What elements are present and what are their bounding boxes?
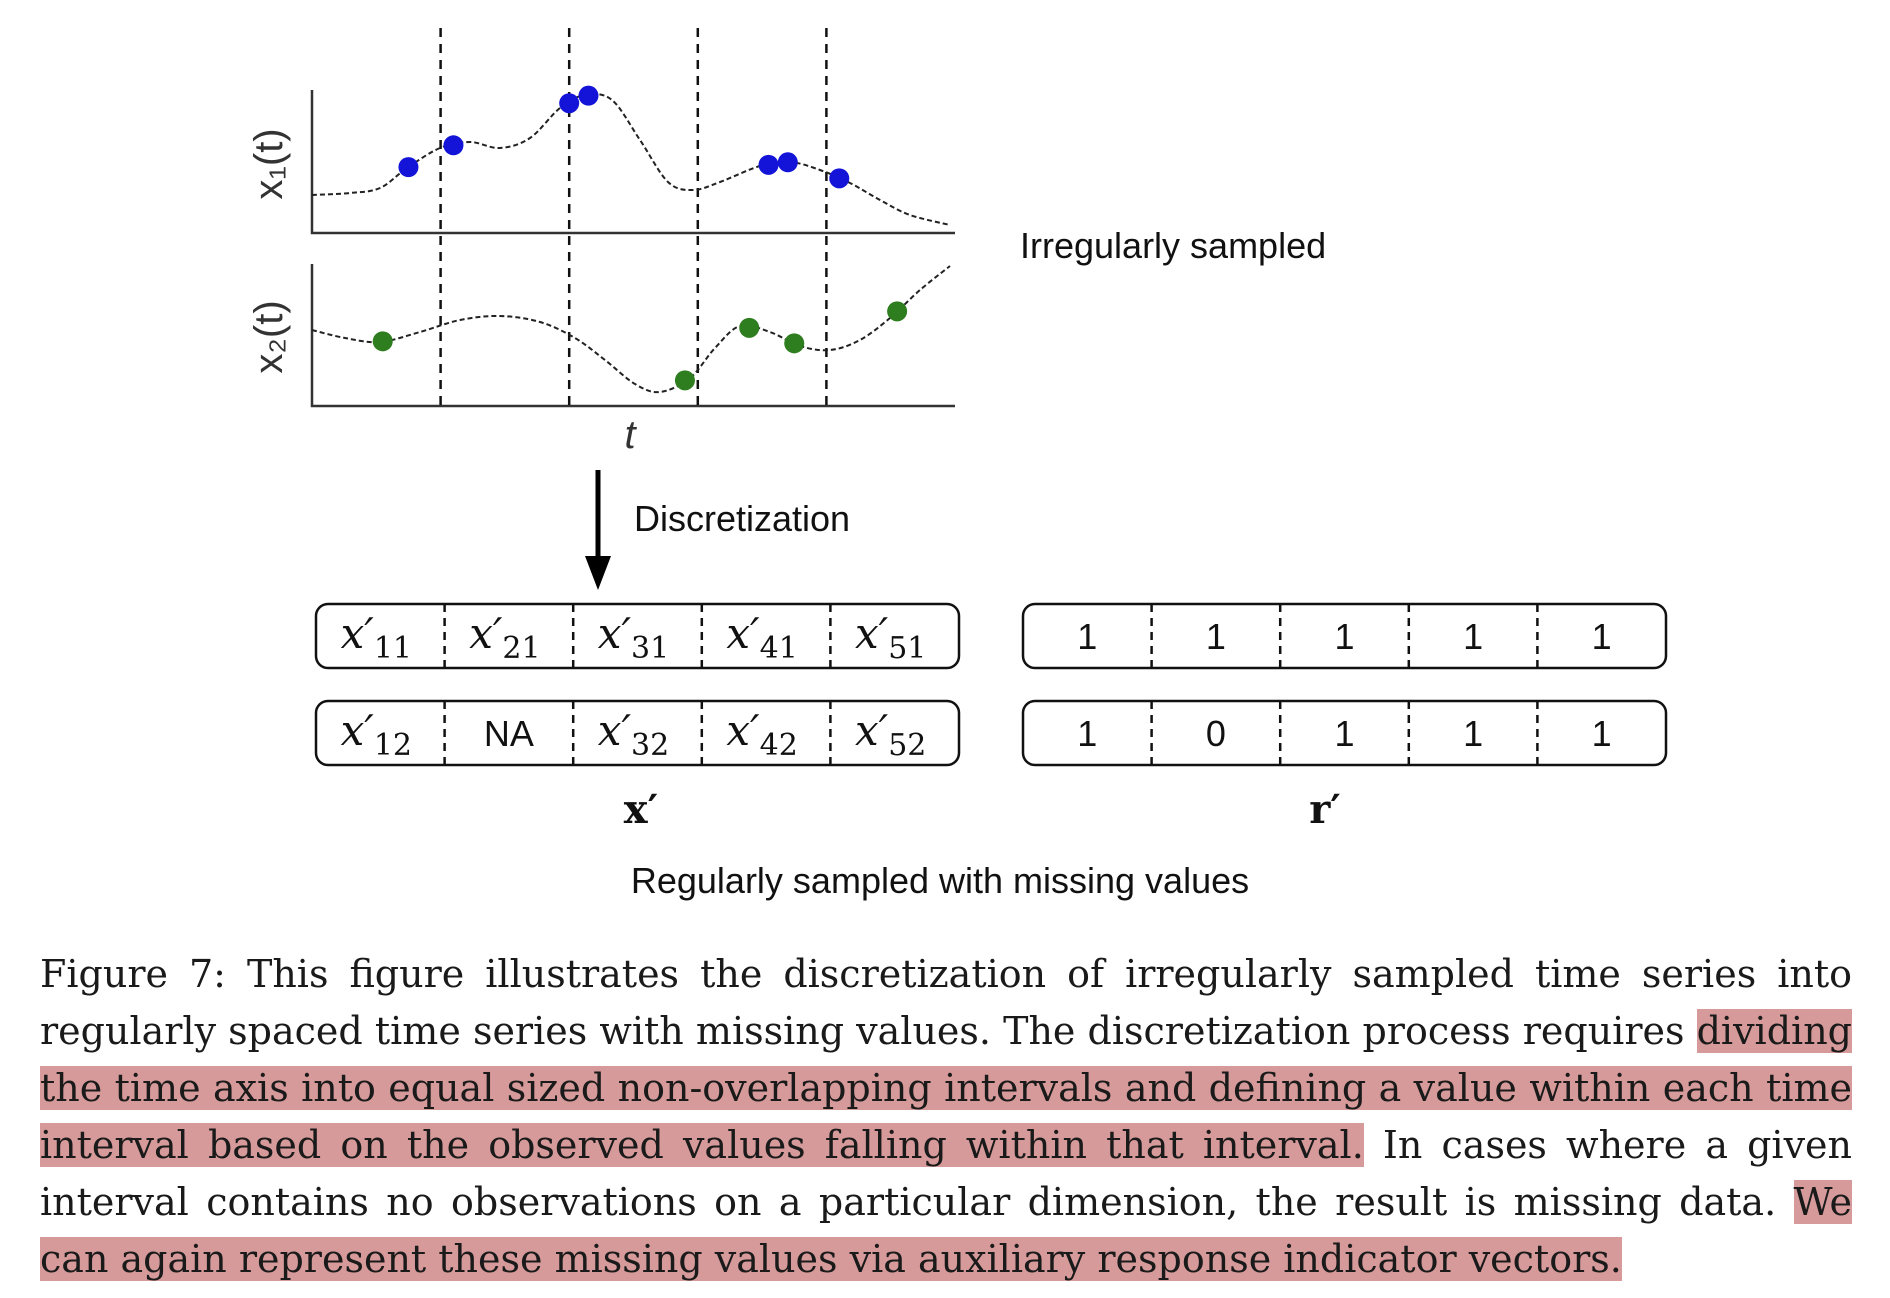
x-matrix-cell: x′52 [855, 706, 926, 763]
caption-text-1: Figure 7: This figure illustrates the di… [40, 952, 1852, 1053]
x1-observation-point [777, 152, 798, 173]
r-matrix-cell: 0 [1206, 713, 1226, 754]
r-matrix-cell: 1 [1334, 713, 1354, 754]
x-matrix-cell: x′32 [598, 706, 669, 763]
x1-observation-point [559, 93, 580, 114]
x1-observation-point [758, 154, 779, 175]
x1-observations [398, 85, 850, 189]
r-matrix-cell: 1 [1592, 616, 1612, 657]
x-matrix-cell: x′11 [341, 609, 412, 666]
r-row1-cells: 1 1 1 1 1 [1077, 616, 1611, 657]
r-matrix-cell: 1 [1334, 616, 1354, 657]
figure-caption: Figure 7: This figure illustrates the di… [40, 946, 1852, 1288]
x2-observation-point [784, 333, 805, 354]
r-row2-cells: 1 0 1 1 1 [1077, 713, 1611, 754]
r-row2-box [1021, 699, 1668, 767]
x-row1-cells: x′11 x′21 x′31 x′41 x′51 [341, 609, 927, 666]
x-matrix-cell: x′12 [341, 706, 412, 763]
x2-observation-point [887, 301, 908, 322]
r-matrix-cell: 1 [1206, 616, 1226, 657]
irregular-annotation: Irregularly sampled [1020, 225, 1326, 266]
irregular-panel: x₁(t) x₂(t) t Irregularly sampled [247, 28, 1326, 457]
x-row2-box [314, 699, 961, 767]
x-matrix-cell: x′21 [469, 609, 540, 666]
x2-axis-label: x₂(t) [247, 300, 291, 373]
r-row1-box [1021, 602, 1668, 670]
x-row2-cells: x′12 NA x′32 x′42 x′52 [341, 706, 927, 763]
r-matrix-cell: 1 [1077, 713, 1097, 754]
x-matrix-label: x′ [624, 786, 658, 833]
x-matrix-dividers [443, 604, 832, 765]
x-matrix-cell: x′41 [726, 609, 797, 666]
x-row1-box [314, 602, 961, 670]
discretization-arrow: Discretization [585, 470, 850, 590]
r-matrix-cell: 1 [1463, 713, 1483, 754]
x2-observation-point [739, 317, 760, 338]
r-matrix: 1 1 1 1 1 1 0 1 1 1 r′ [1021, 602, 1668, 833]
x2-observation-point [372, 331, 393, 352]
x2-observations [372, 301, 908, 391]
x-matrix: x′11 x′21 x′31 x′41 x′51 x′12 NA x′32 x′42 x′52 … [314, 602, 961, 833]
x2-curve [311, 265, 951, 394]
discretization-label: Discretization [634, 498, 850, 539]
x1-observation-point [829, 168, 850, 189]
x1-axis [310, 90, 955, 235]
x-matrix-cell: x′31 [598, 609, 669, 666]
t-axis-label: t [624, 413, 637, 457]
x1-observation-point [443, 135, 464, 156]
r-matrix-cell: 1 [1077, 616, 1097, 657]
caption-text-2: In cases where a given interval contains… [40, 1123, 1853, 1224]
x1-axis-label: x₁(t) [247, 128, 291, 199]
r-matrix-cell: 1 [1463, 616, 1483, 657]
x-matrix-cell: x′51 [855, 609, 926, 666]
r-matrix-label: r′ [1309, 786, 1341, 833]
x1-observation-point [398, 157, 419, 178]
x-matrix-cell: x′42 [726, 706, 797, 763]
x1-observation-point [578, 85, 599, 106]
x2-axis [310, 264, 955, 408]
interval-dividers [439, 28, 828, 406]
missing-value-cell: NA [484, 713, 534, 754]
r-matrix-cell: 1 [1592, 713, 1612, 754]
regular-annotation: Regularly sampled with missing values [631, 860, 1249, 901]
x2-observation-point [674, 370, 695, 391]
r-matrix-dividers [1150, 604, 1539, 765]
